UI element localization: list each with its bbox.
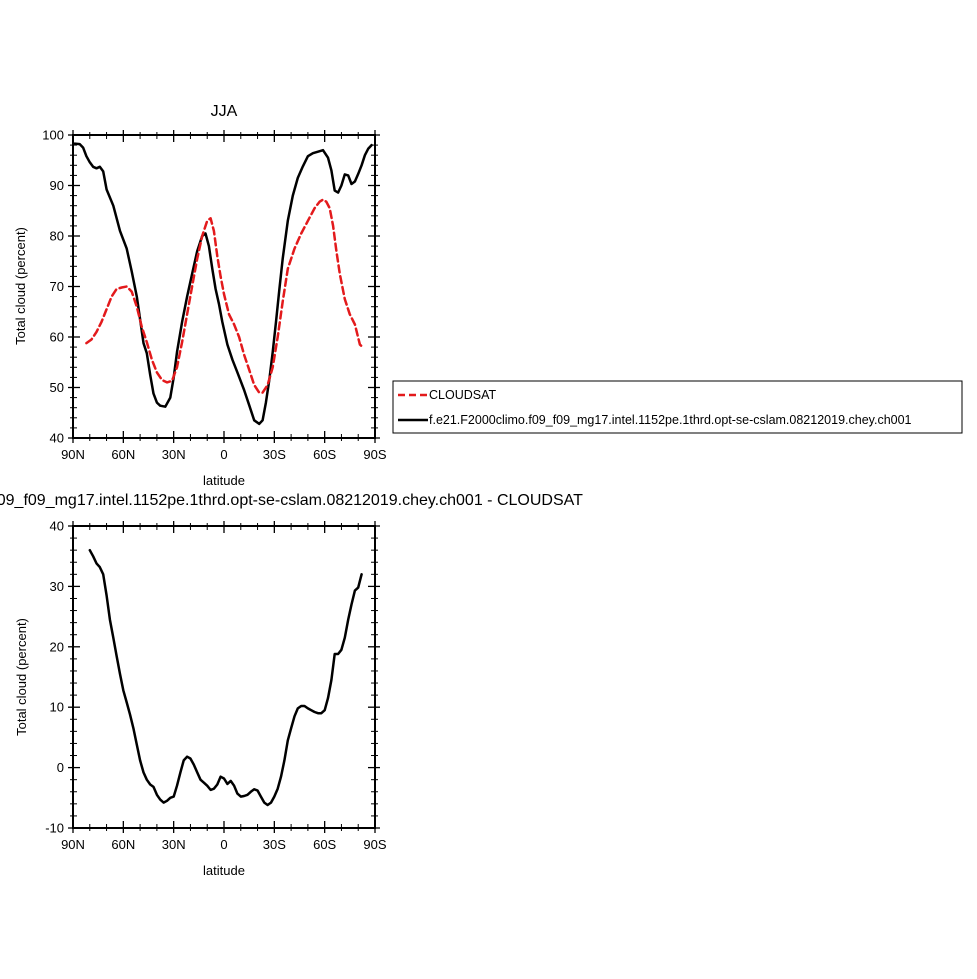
- top-x-tick-label: 90S: [363, 447, 386, 462]
- bottom-y-tick-label: 0: [57, 760, 64, 775]
- top-y-tick-label: 40: [50, 431, 64, 446]
- bottom-series-group: [88, 548, 363, 807]
- bottom-x-tick-label: 90S: [363, 837, 386, 852]
- legend-label-model: f.e21.F2000climo.f09_f09_mg17.intel.1152…: [429, 413, 912, 427]
- top-ticks-group: 90N 60N 30N 0 30S 60S 90S 40 50 60 70 80 90 100: [42, 128, 387, 463]
- bottom-x-tick-label: 60N: [111, 837, 135, 852]
- legend: CLOUDSAT f.e21.F2000climo.f09_f09_mg17.i…: [392, 380, 963, 434]
- bottom-ticks-group: 90N 60N 30N 0 30S 60S 90S -10 0 10 20 30 40: [45, 519, 387, 853]
- bottom-y-tick-label: 20: [50, 639, 64, 654]
- top-x-tick-label: 30N: [162, 447, 186, 462]
- bottom-x-tick-label: 30N: [162, 837, 186, 852]
- top-x-tick-label: 90N: [61, 447, 85, 462]
- top-y-tick-label: 90: [50, 178, 64, 193]
- bottom-y-tick-label: 30: [50, 579, 64, 594]
- top-series-group: [73, 142, 373, 426]
- top-y-axis-title: Total cloud (percent): [13, 227, 28, 345]
- top-x-tick-label: 60N: [111, 447, 135, 462]
- top-y-tick-label: 80: [50, 229, 64, 244]
- top-plot-frame: [72, 134, 376, 439]
- top-panel: JJA 90N 60N 30N 0 30S 60S 90S 40 50 60 70 80 90 100 l…: [13, 103, 387, 488]
- top-x-tick-label: 60S: [313, 447, 336, 462]
- bottom-y-tick-label: 40: [50, 519, 64, 534]
- top-x-axis-title: latitude: [203, 473, 245, 488]
- top-y-tick-label: 60: [50, 330, 64, 345]
- top-y-tick-label: 50: [50, 380, 64, 395]
- top-y-tick-label: 100: [42, 128, 64, 143]
- bottom-x-tick-label: 30S: [263, 837, 286, 852]
- top-plot-title: JJA: [211, 103, 238, 120]
- top-x-tick-label: 0: [220, 447, 227, 462]
- top-x-tick-label: 30S: [263, 447, 286, 462]
- legend-box: [392, 380, 963, 434]
- legend-label-cloudsat: CLOUDSAT: [429, 388, 497, 402]
- top-series-line-0: [73, 142, 373, 426]
- bottom-plot-frame: [72, 525, 376, 829]
- top-y-tick-label: 70: [50, 279, 64, 294]
- bottom-panel: f.e21.F2000climo.f09_f09_mg17.intel.1152…: [0, 492, 583, 878]
- bottom-x-tick-label: 60S: [313, 837, 336, 852]
- bottom-plot-title: f.e21.F2000climo.f09_f09_mg17.intel.1152…: [0, 492, 583, 509]
- bottom-y-tick-label: -10: [45, 821, 64, 836]
- bottom-x-axis-title: latitude: [203, 863, 245, 878]
- bottom-x-tick-label: 90N: [61, 837, 85, 852]
- bottom-y-axis-title: Total cloud (percent): [14, 618, 29, 736]
- bottom-x-tick-label: 0: [220, 837, 227, 852]
- bottom-y-tick-label: 10: [50, 700, 64, 715]
- top-series-line-1: [85, 198, 363, 394]
- bottom-series-line-0: [88, 548, 363, 807]
